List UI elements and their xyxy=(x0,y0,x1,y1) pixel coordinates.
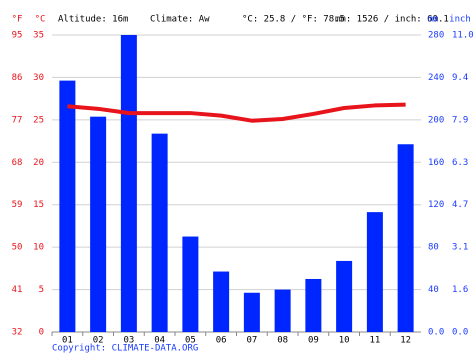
x-tick-label: 05 xyxy=(185,336,196,346)
y-alt-tick-label: 32 xyxy=(12,328,23,338)
axis-unit-mm: mm xyxy=(428,15,439,25)
y2-tick-label: 240 xyxy=(428,73,444,83)
copyright: Copyright: CLIMATE-DATA.ORG xyxy=(52,344,198,354)
temperature-line xyxy=(67,102,406,123)
y-tick-label: 20 xyxy=(33,158,44,168)
y2-alt-tick-label: 3.1 xyxy=(452,243,468,253)
altitude: Altitude: 16m xyxy=(58,15,128,25)
x-tick-label: 03 xyxy=(123,336,134,346)
precipitation-bar xyxy=(366,212,383,332)
y-tick-label: 5 xyxy=(39,285,44,295)
y2-alt-tick-label: 9.4 xyxy=(452,73,468,83)
y-alt-tick-label: 50 xyxy=(12,243,23,253)
y-tick-label: 35 xyxy=(33,31,44,41)
y2-tick-label: 160 xyxy=(428,158,444,168)
y2-alt-tick-label: 11.0 xyxy=(452,31,474,41)
y2-tick-label: 0.0 xyxy=(428,328,444,338)
y-tick-label: 25 xyxy=(33,115,44,125)
precipitation-total: mm: 1526 / inch: 60.1 xyxy=(335,15,449,25)
precipitation-bar xyxy=(151,133,168,332)
axis-unit-c: °C xyxy=(35,15,46,25)
axis-unit-inch: inch xyxy=(449,15,471,25)
y-tick-label: 0 xyxy=(39,328,44,338)
y-alt-tick-label: 68 xyxy=(12,158,23,168)
x-tick-label: 06 xyxy=(216,336,227,346)
y2-alt-tick-label: 1.6 xyxy=(452,285,468,295)
y-alt-tick-label: 95 xyxy=(12,31,23,41)
x-tick-label: 12 xyxy=(400,336,411,346)
precipitation-bar xyxy=(90,116,107,332)
y2-alt-tick-label: 0.0 xyxy=(452,328,468,338)
x-tick-label: 09 xyxy=(308,336,319,346)
x-tick-label: 10 xyxy=(339,336,350,346)
y2-alt-tick-label: 4.7 xyxy=(452,200,468,210)
precipitation-bar xyxy=(59,80,76,332)
x-tick-label: 11 xyxy=(369,336,380,346)
precipitation-bar xyxy=(182,236,199,332)
precipitation-bar xyxy=(243,292,260,332)
y-tick-label: 30 xyxy=(33,73,44,83)
climate: Climate: Aw xyxy=(150,15,210,25)
x-tick-label: 07 xyxy=(246,336,257,346)
y-tick-label: 15 xyxy=(33,200,44,210)
precipitation-bar xyxy=(213,271,230,332)
y2-tick-label: 80 xyxy=(428,243,439,253)
y2-alt-tick-label: 6.3 xyxy=(452,158,468,168)
precipitation-bar xyxy=(274,289,291,332)
y2-tick-label: 40 xyxy=(428,285,439,295)
y-tick-label: 10 xyxy=(33,243,44,253)
y-alt-tick-label: 41 xyxy=(12,285,23,295)
axis-unit-f: °F xyxy=(12,15,23,25)
y2-tick-label: 200 xyxy=(428,115,444,125)
y2-tick-label: 120 xyxy=(428,200,444,210)
x-tick-label: 01 xyxy=(62,336,73,346)
precipitation-bar xyxy=(120,35,137,332)
x-tick-label: 02 xyxy=(93,336,104,346)
precipitation-bar xyxy=(397,144,414,332)
precipitation-bar xyxy=(336,260,353,332)
x-tick-label: 04 xyxy=(154,336,165,346)
temperature-average: °C: 25.8 / °F: 78.5 xyxy=(242,15,345,25)
x-tick-label: 08 xyxy=(277,336,288,346)
y-alt-tick-label: 86 xyxy=(12,73,23,83)
y2-alt-tick-label: 7.9 xyxy=(452,115,468,125)
precipitation-bar xyxy=(305,278,322,332)
y-alt-tick-label: 77 xyxy=(12,115,23,125)
y2-tick-label: 280 xyxy=(428,31,444,41)
y-alt-tick-label: 59 xyxy=(12,200,23,210)
